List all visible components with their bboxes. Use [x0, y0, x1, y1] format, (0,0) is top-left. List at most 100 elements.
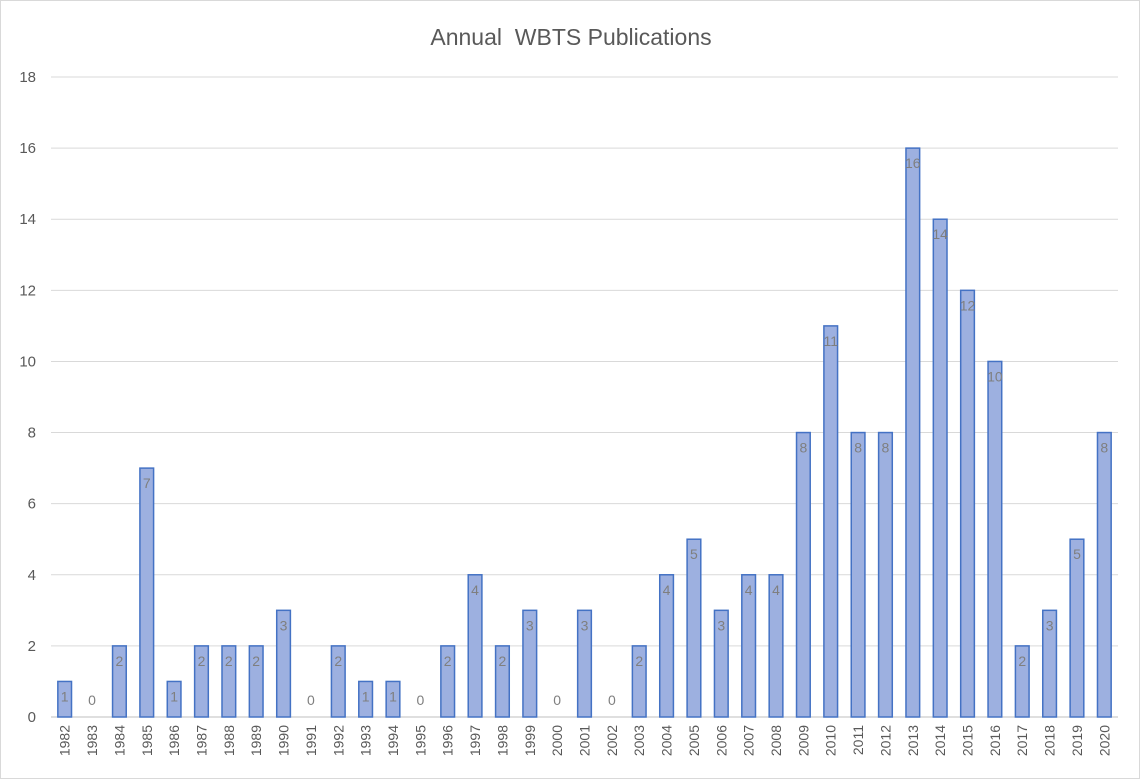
x-tick-label: 1984	[111, 725, 127, 756]
x-tick-label: 2001	[577, 725, 593, 756]
x-axis-ticks: 1982 1983 1984 1985 1986 1987 1988 1989 1990 1991…	[57, 725, 1113, 756]
x-tick-label: 1998	[494, 725, 510, 756]
data-label: 10	[987, 368, 1003, 384]
y-tick-label: 14	[19, 211, 36, 228]
data-label: 2	[334, 653, 342, 669]
x-tick-label: 1994	[385, 725, 401, 756]
data-label: 8	[882, 440, 890, 456]
bar	[905, 147, 921, 718]
bar	[166, 680, 182, 718]
bar	[440, 645, 456, 718]
x-tick-label: 1989	[248, 725, 264, 756]
data-label: 0	[307, 692, 315, 708]
bar	[1042, 609, 1058, 718]
bar	[1096, 431, 1112, 718]
data-label: 8	[799, 440, 807, 456]
bar	[823, 325, 839, 718]
data-label: 0	[88, 692, 96, 708]
bar	[686, 538, 702, 718]
data-label: 16	[905, 155, 921, 171]
x-tick-label: 2014	[932, 725, 948, 756]
bar	[713, 609, 729, 718]
data-label: 12	[960, 297, 976, 313]
data-label: 2	[444, 653, 452, 669]
data-label: 2	[198, 653, 206, 669]
x-tick-label: 1991	[303, 725, 319, 756]
bar	[193, 645, 210, 718]
y-tick-label: 18	[19, 69, 36, 86]
bar	[959, 289, 976, 718]
chart-title: Annual WBTS Publications	[430, 24, 711, 50]
bar	[877, 431, 894, 718]
bar	[111, 645, 127, 718]
bar	[57, 680, 73, 718]
bar	[522, 609, 538, 718]
data-label: 14	[932, 226, 948, 242]
y-tick-label: 6	[28, 496, 36, 513]
bar	[631, 645, 647, 718]
data-label: 7	[143, 475, 151, 491]
data-label: 1	[362, 688, 370, 704]
bar	[987, 360, 1003, 718]
x-tick-label: 1990	[276, 725, 292, 756]
x-tick-label: 2020	[1096, 725, 1112, 756]
data-label: 2	[252, 653, 260, 669]
data-label: 3	[1046, 617, 1054, 633]
x-tick-label: 2017	[1014, 725, 1030, 756]
data-label: 0	[608, 692, 616, 708]
x-tick-label: 2012	[877, 725, 893, 756]
data-label: 3	[717, 617, 725, 633]
x-tick-label: 2007	[741, 725, 757, 756]
data-label: 4	[772, 582, 780, 598]
x-tick-label: 2006	[713, 725, 729, 756]
data-label: 3	[526, 617, 534, 633]
data-label: 2	[225, 653, 233, 669]
y-axis-ticks: 0 2 4 6 8 10 12 14 16 18	[19, 69, 36, 726]
data-label: 1	[170, 688, 178, 704]
bar	[139, 467, 155, 718]
bar	[1069, 538, 1085, 718]
bar	[658, 574, 675, 718]
bar	[358, 680, 374, 718]
bar	[248, 645, 264, 718]
bar	[576, 609, 593, 718]
bar	[768, 574, 784, 718]
data-label: 3	[581, 617, 589, 633]
y-tick-label: 4	[28, 567, 36, 584]
x-tick-label: 1992	[330, 725, 346, 756]
bar	[795, 431, 811, 718]
data-label: 4	[663, 582, 671, 598]
x-tick-label: 1999	[522, 725, 538, 756]
bar	[1014, 645, 1030, 718]
x-tick-label: 1988	[221, 725, 237, 756]
data-label: 3	[280, 617, 288, 633]
x-tick-label: 2000	[549, 725, 565, 756]
x-tick-label: 2016	[987, 725, 1003, 756]
data-label: 8	[1100, 440, 1108, 456]
x-tick-label: 2002	[604, 725, 620, 756]
x-tick-label: 2009	[795, 725, 811, 756]
x-tick-label: 2018	[1042, 725, 1058, 756]
x-tick-label: 2004	[659, 725, 675, 756]
y-tick-label: 16	[19, 140, 36, 157]
y-tick-label: 10	[19, 353, 36, 370]
x-tick-label: 2013	[905, 725, 921, 756]
bar	[275, 609, 292, 718]
y-tick-label: 2	[28, 638, 36, 655]
data-label: 2	[115, 653, 123, 669]
x-tick-label: 2019	[1069, 725, 1085, 756]
y-tick-label: 12	[19, 282, 36, 299]
data-label: 2	[499, 653, 507, 669]
bar	[741, 574, 757, 718]
data-label: 0	[553, 692, 561, 708]
x-tick-label: 1987	[193, 725, 209, 756]
x-tick-label: 1982	[57, 725, 73, 756]
x-tick-label: 2011	[850, 725, 866, 755]
data-label: 5	[690, 546, 698, 562]
x-tick-label: 2015	[960, 725, 976, 756]
x-tick-label: 1986	[166, 725, 182, 756]
y-tick-label: 8	[28, 425, 36, 442]
x-tick-label: 1983	[84, 725, 100, 756]
